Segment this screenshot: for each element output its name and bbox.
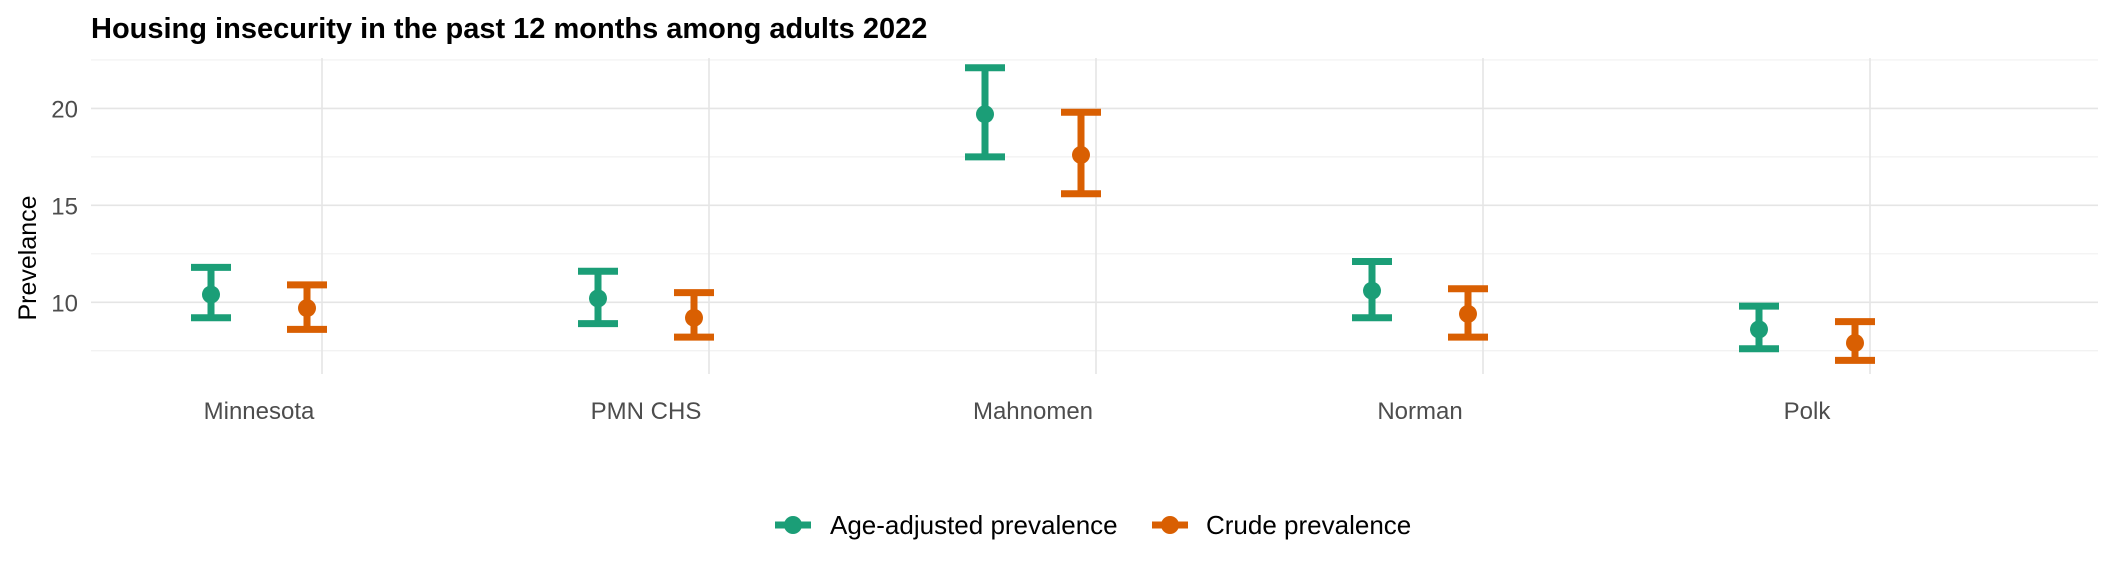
- legend-label: Crude prevalence: [1206, 510, 1411, 540]
- legend: Age-adjusted prevalence Crude prevalence: [775, 510, 1411, 540]
- data-point: [1846, 333, 1864, 352]
- errorbar-crude: [1061, 108, 1101, 198]
- data-point: [1363, 281, 1381, 300]
- errorbar-age-adjusted: [1352, 258, 1392, 322]
- grid: [91, 58, 2098, 374]
- y-tick-label: 10: [51, 290, 78, 317]
- legend-key-point: [1161, 516, 1179, 534]
- errorbar-age-adjusted: [578, 267, 618, 328]
- errorbar-crude: [1835, 318, 1875, 364]
- x-tick-label: Mahnomen: [973, 398, 1093, 425]
- data-point: [1750, 320, 1768, 339]
- data-marks: [191, 64, 1875, 364]
- errorbar-crude: [674, 289, 714, 341]
- errorbar-age-adjusted: [191, 263, 231, 322]
- errorbar-age-adjusted: [965, 64, 1005, 161]
- x-tick-label: PMN CHS: [591, 398, 702, 425]
- legend-item: Age-adjusted prevalence: [775, 510, 1118, 540]
- data-point: [589, 289, 607, 308]
- data-point: [202, 285, 220, 304]
- legend-label: Age-adjusted prevalence: [830, 510, 1118, 540]
- data-point: [1072, 145, 1090, 164]
- y-axis-ticks: 10 15 20: [51, 96, 78, 317]
- x-tick-label: Norman: [1377, 398, 1462, 425]
- legend-item: Crude prevalence: [1152, 510, 1411, 540]
- y-tick-label: 15: [51, 193, 78, 220]
- data-point: [1459, 304, 1477, 323]
- legend-key-point: [784, 516, 802, 534]
- data-point: [685, 308, 703, 327]
- errorbar-crude: [1448, 285, 1488, 341]
- y-tick-label: 20: [51, 96, 78, 123]
- errorbar-age-adjusted: [1739, 302, 1779, 353]
- errorbar-crude: [287, 281, 327, 333]
- chart-title: Housing insecurity in the past 12 months…: [91, 13, 927, 45]
- data-point: [298, 299, 316, 318]
- x-tick-label: Minnesota: [204, 398, 315, 425]
- x-tick-label: Polk: [1784, 398, 1832, 425]
- y-axis-label: Prevelance: [14, 195, 42, 320]
- data-point: [976, 105, 994, 124]
- x-axis-ticks: Minnesota PMN CHS Mahnomen Norman Polk: [204, 398, 1832, 425]
